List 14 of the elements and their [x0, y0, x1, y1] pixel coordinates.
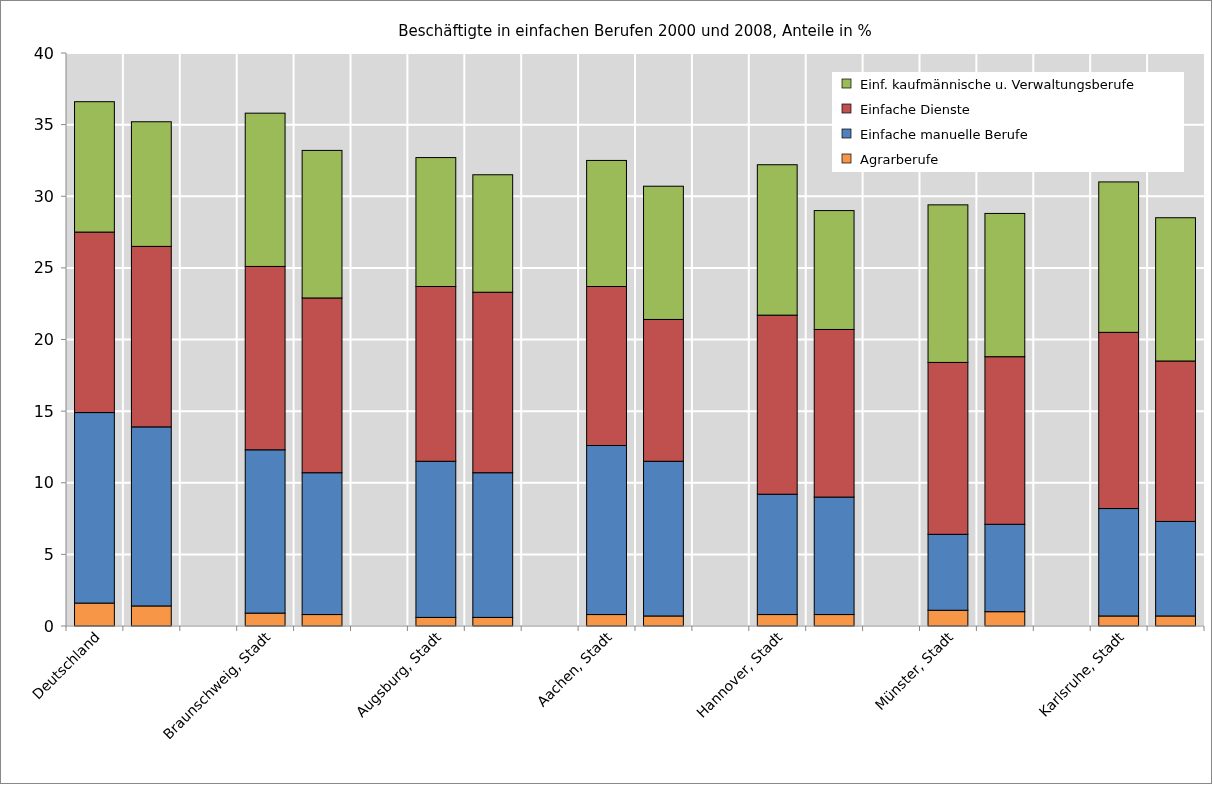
- chart-title: Beschäftigte in einfachen Berufen 2000 und 2008, Anteile in %: [398, 22, 872, 40]
- y-tick-label: 10: [33, 473, 54, 493]
- y-tick-label: 5: [43, 544, 54, 564]
- y-tick-label: 25: [33, 258, 54, 278]
- legend-label: Einfache Dienste: [860, 101, 970, 117]
- y-tick-label: 0: [43, 616, 54, 636]
- y-tick-label: 20: [33, 330, 54, 350]
- y-tick-label: 30: [33, 186, 54, 206]
- legend-label: Einfache manuelle Berufe: [860, 126, 1028, 142]
- y-tick-label: 35: [33, 115, 54, 135]
- legend-label: Einf. kaufmännische u. Verwaltungsberufe: [860, 76, 1135, 92]
- legend-label: Agrarberufe: [860, 151, 939, 167]
- y-tick-label: 15: [33, 401, 54, 421]
- y-tick-label: 40: [33, 43, 54, 63]
